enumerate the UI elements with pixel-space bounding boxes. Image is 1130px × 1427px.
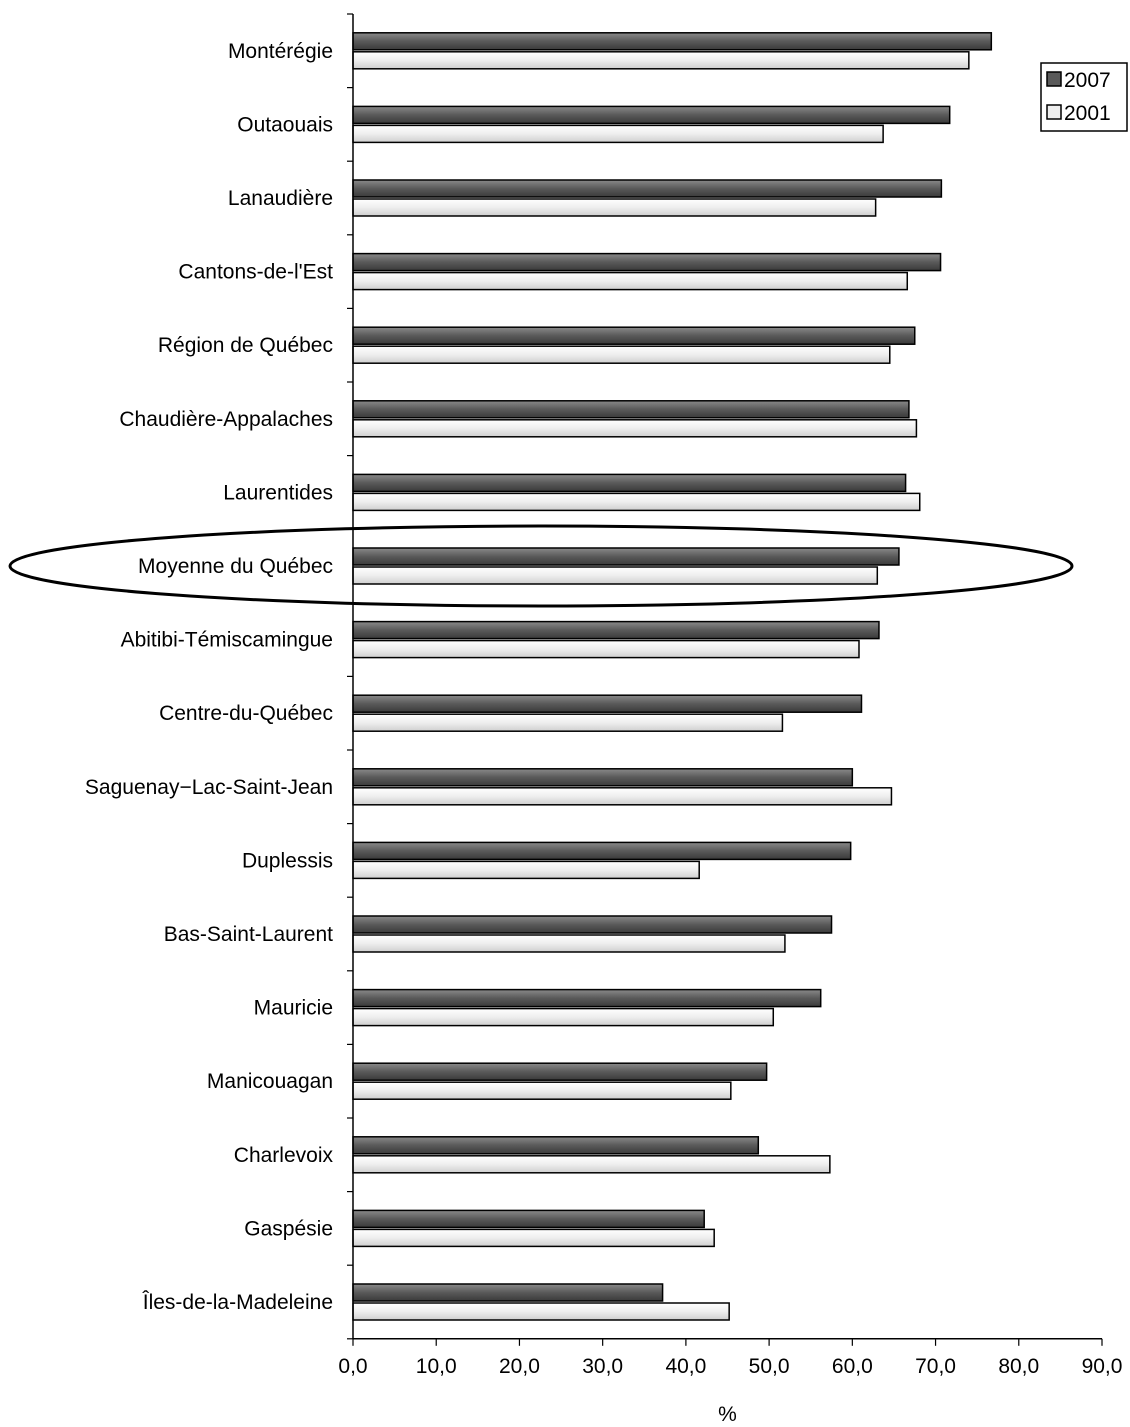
bar-2001-iles-de-la-madeleine	[352, 1302, 730, 1321]
bar-2007-cantons-de-l-est	[352, 252, 942, 272]
bar-2007-moyenne-du-quebec	[352, 547, 900, 566]
x-tick-label: 90,0	[1082, 1355, 1123, 1378]
legend-swatch-2001	[1046, 104, 1062, 120]
highlight-ellipse	[8, 524, 1074, 608]
bar-2001-outaouais	[352, 124, 884, 144]
bar-2001-laurentides	[352, 492, 921, 512]
bar-2001-abitibi-temiscamingue	[352, 639, 860, 659]
bar-2007-mauricie	[352, 988, 822, 1008]
bar-2007-lanaudiere	[352, 179, 943, 198]
bar-2001-duplessis	[352, 860, 700, 880]
x-tick-label: 50,0	[749, 1355, 790, 1378]
category-label-iles-de-la-madeleine: Îles-de-la-Madeleine	[142, 1291, 333, 1314]
x-tick-label: 70,0	[915, 1355, 956, 1378]
bar-2001-bas-saint-laurent	[352, 934, 786, 953]
x-tick-label: 30,0	[582, 1355, 623, 1378]
bar-2007-charlevoix	[352, 1136, 760, 1155]
category-label-cantons-de-l-est: Cantons-de-l'Est	[178, 261, 333, 284]
x-tick-label: 60,0	[832, 1355, 873, 1378]
legend-label-2001: 2001	[1064, 102, 1111, 125]
bar-2007-abitibi-temiscamingue	[352, 620, 880, 640]
category-label-abitibi-temiscamingue: Abitibi-Témiscamingue	[121, 629, 333, 652]
category-label-saguenay-lac-saint-jean: Saguenay−Lac-Saint-Jean	[85, 776, 333, 799]
bar-2007-region-de-quebec	[352, 326, 916, 345]
bar-2007-iles-de-la-madeleine	[352, 1283, 664, 1302]
category-label-monteregie: Montérégie	[228, 40, 333, 63]
category-label-bas-saint-laurent: Bas-Saint-Laurent	[164, 923, 333, 946]
bar-2001-moyenne-du-quebec	[352, 566, 879, 585]
legend-label-2007: 2007	[1064, 69, 1111, 92]
x-tick-label: 80,0	[998, 1355, 1039, 1378]
category-label-outaouais: Outaouais	[237, 113, 333, 136]
bar-2001-chaudiere-appalaches	[352, 419, 918, 438]
category-label-manicouagan: Manicouagan	[207, 1070, 333, 1093]
category-label-moyenne-du-quebec: Moyenne du Québec	[138, 555, 333, 578]
category-label-mauricie: Mauricie	[254, 997, 333, 1020]
x-axis-title: %	[718, 1403, 737, 1426]
bar-2001-mauricie	[352, 1007, 775, 1027]
x-tick-labels: 0,0 10,0 20,0 30,0 40,0 50,0 60,0 70,0 80,0 90,0	[338, 1355, 1122, 1378]
bar-2007-centre-du-quebec	[352, 694, 863, 713]
bar-2001-centre-du-quebec	[352, 713, 784, 732]
bar-2007-outaouais	[352, 105, 951, 125]
bar-2007-chaudiere-appalaches	[352, 400, 910, 419]
bar-2007-duplessis	[352, 841, 852, 861]
axes	[347, 13, 1103, 1346]
bar-2001-monteregie	[352, 51, 970, 70]
bar-2001-saguenay-lac-saint-jean	[352, 787, 893, 806]
bar-2001-lanaudiere	[352, 198, 877, 217]
category-label-chaudiere-appalaches: Chaudière-Appalaches	[119, 408, 333, 431]
bar-2001-region-de-quebec	[352, 345, 891, 364]
x-tick-label: 0,0	[338, 1355, 367, 1378]
legend-swatch-2007	[1046, 71, 1062, 87]
category-label-centre-du-quebec: Centre-du-Québec	[159, 702, 333, 725]
x-tick-label: 20,0	[499, 1355, 540, 1378]
category-label-charlevoix: Charlevoix	[234, 1144, 334, 1167]
bar-2007-monteregie	[352, 32, 993, 51]
category-label-lanaudiere: Lanaudière	[228, 187, 333, 210]
bar-group	[352, 32, 993, 1321]
x-tick-label: 40,0	[665, 1355, 706, 1378]
bar-2007-bas-saint-laurent	[352, 915, 833, 934]
category-label-gaspesie: Gaspésie	[244, 1217, 333, 1240]
bar-2001-gaspesie	[352, 1228, 715, 1248]
bar-2001-charlevoix	[352, 1155, 831, 1174]
bar-2007-manicouagan	[352, 1062, 768, 1081]
bar-2007-saguenay-lac-saint-jean	[352, 768, 854, 787]
bar-2007-laurentides	[352, 473, 907, 493]
bar-2001-cantons-de-l-est	[352, 271, 909, 291]
x-tick-label: 10,0	[416, 1355, 457, 1378]
bar-2007-gaspesie	[352, 1209, 705, 1229]
category-label-region-de-quebec: Région de Québec	[158, 334, 333, 357]
category-label-duplessis: Duplessis	[242, 849, 333, 872]
category-label-laurentides: Laurentides	[223, 481, 333, 504]
category-labels: Montérégie Outaouais Lanaudière Cantons-de-…	[85, 40, 334, 1314]
legend: 2007 2001	[1040, 62, 1128, 132]
bar-2001-manicouagan	[352, 1081, 732, 1100]
